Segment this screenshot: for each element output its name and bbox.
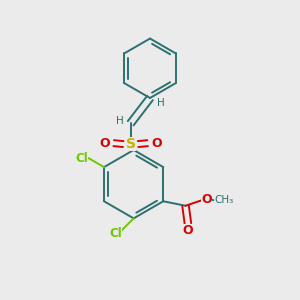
Text: O: O <box>151 137 162 150</box>
Text: H: H <box>116 116 123 126</box>
Text: S: S <box>126 137 136 151</box>
Text: O: O <box>183 224 193 237</box>
Text: Cl: Cl <box>75 152 88 165</box>
Text: Cl: Cl <box>110 227 122 240</box>
Text: O: O <box>201 193 212 206</box>
Text: CH₃: CH₃ <box>214 195 233 205</box>
Text: O: O <box>100 137 110 150</box>
Text: H: H <box>158 98 165 108</box>
